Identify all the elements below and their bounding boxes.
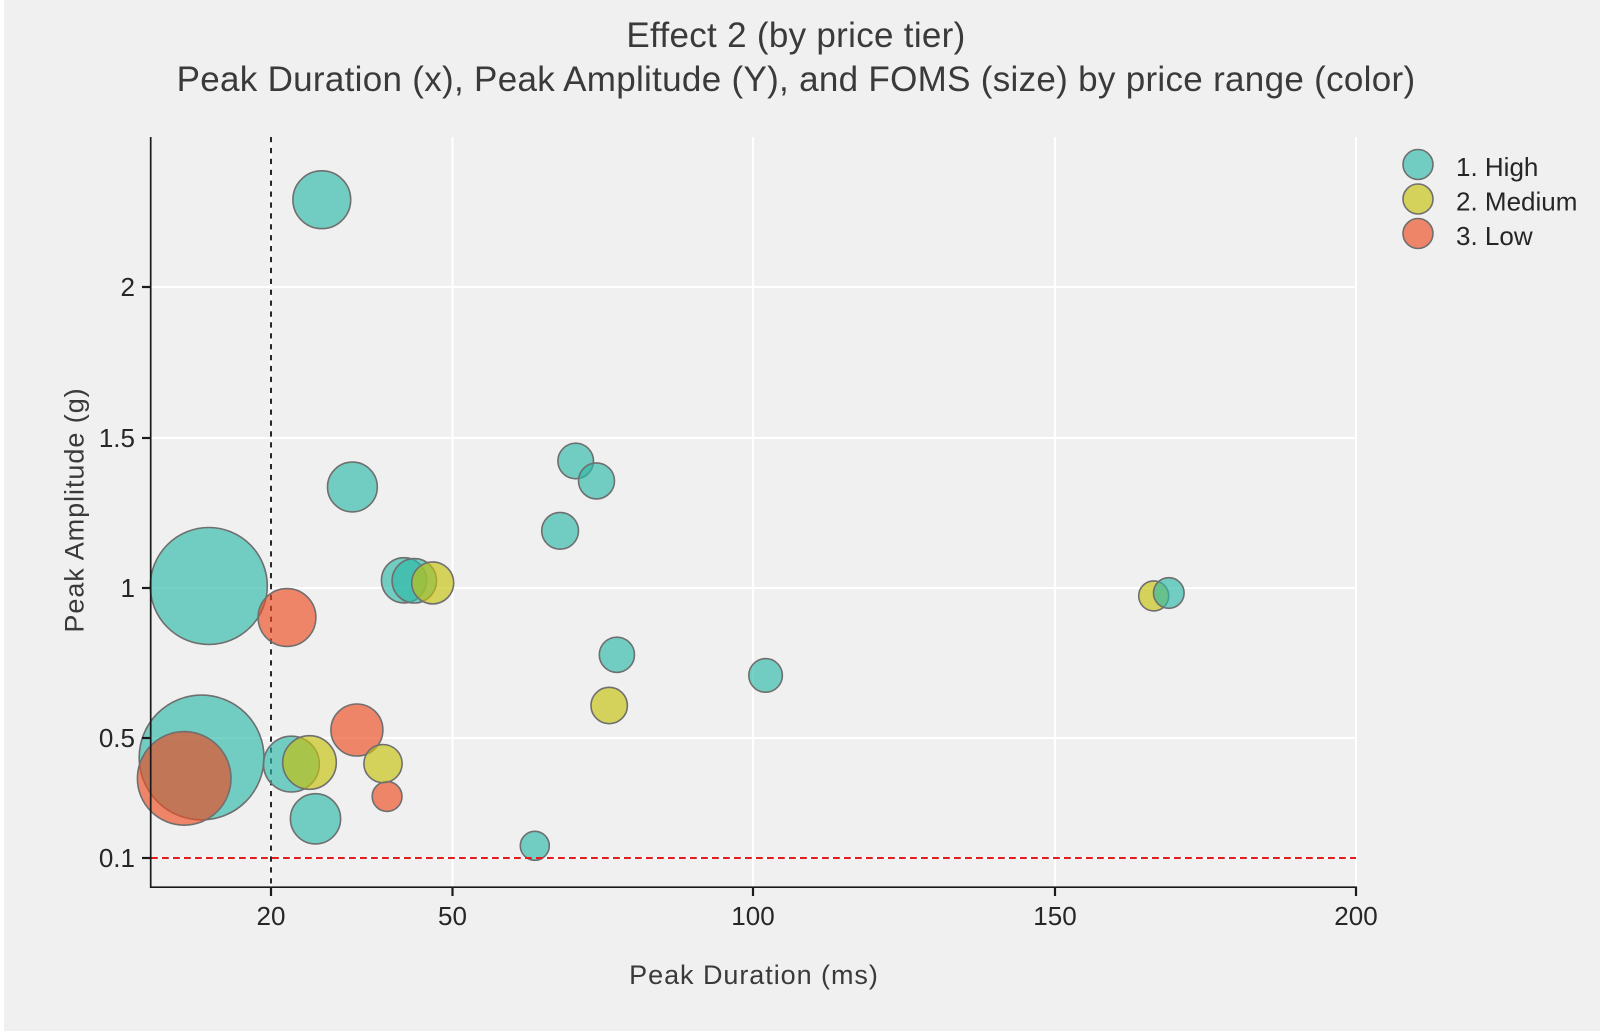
svg-text:20: 20 [257,901,286,931]
svg-text:Peak Duration (x), Peak Amplit: Peak Duration (x), Peak Amplitude (Y), a… [177,60,1416,99]
svg-text:150: 150 [1033,901,1076,931]
svg-text:Peak Amplitude (g): Peak Amplitude (g) [60,387,90,632]
svg-text:2: 2 [121,272,135,302]
svg-text:3. Low: 3. Low [1456,221,1533,251]
svg-text:1: 1 [121,573,135,603]
svg-text:100: 100 [731,901,774,931]
svg-text:2. Medium: 2. Medium [1456,187,1577,217]
svg-text:1.5: 1.5 [99,423,135,453]
svg-text:Effect 2 (by price tier): Effect 2 (by price tier) [626,16,965,55]
svg-text:1. High: 1. High [1456,152,1538,182]
svg-text:0.5: 0.5 [99,723,135,753]
svg-text:50: 50 [438,901,467,931]
svg-text:0.1: 0.1 [99,843,135,873]
svg-text:200: 200 [1334,901,1377,931]
svg-text:Peak Duration (ms): Peak Duration (ms) [629,960,879,990]
